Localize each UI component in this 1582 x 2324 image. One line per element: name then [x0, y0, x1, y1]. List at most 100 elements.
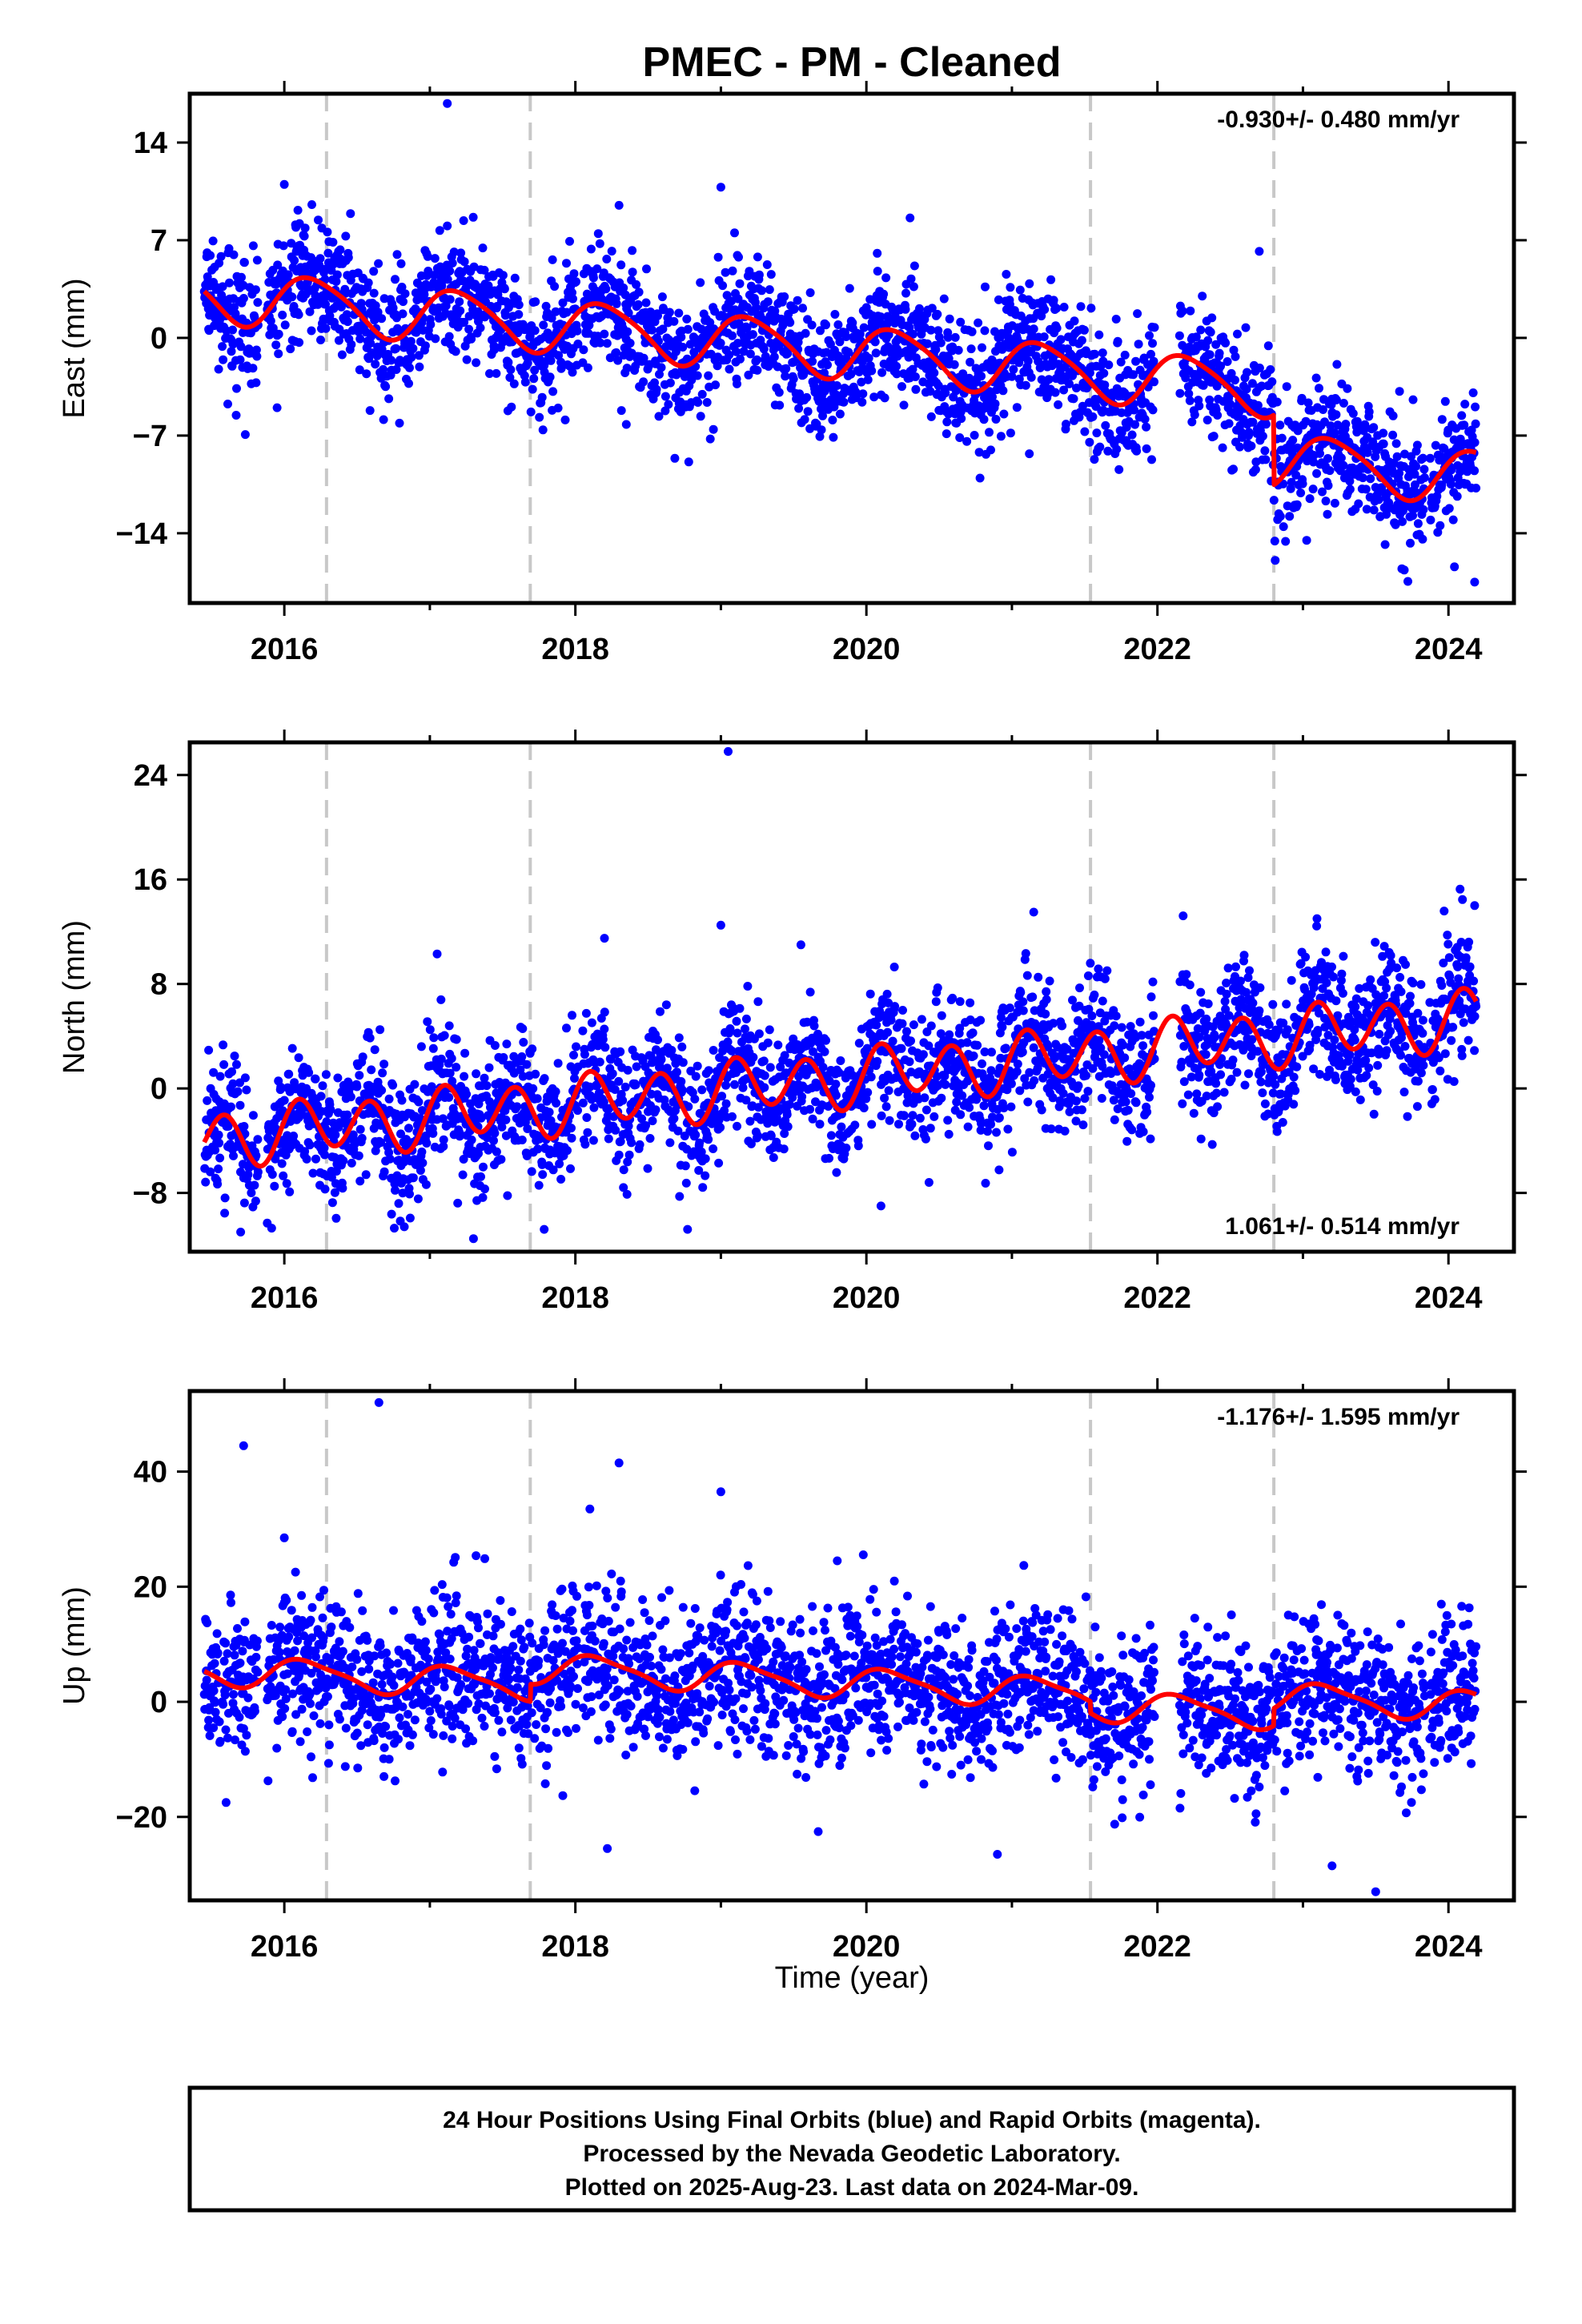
data-point	[1018, 997, 1028, 1007]
data-point	[341, 231, 351, 241]
data-point	[1086, 304, 1096, 313]
data-point	[361, 1170, 371, 1180]
data-point	[1207, 1140, 1217, 1149]
data-point	[674, 308, 684, 318]
data-point	[744, 370, 753, 380]
data-point	[601, 284, 611, 294]
data-point	[684, 457, 693, 467]
data-point	[391, 344, 400, 353]
data-point	[857, 377, 866, 387]
data-point	[635, 1140, 644, 1149]
data-point	[480, 1073, 489, 1083]
data-point	[1131, 1098, 1141, 1108]
data-point	[1266, 365, 1275, 374]
data-point	[973, 1040, 982, 1050]
data-point	[1016, 987, 1026, 997]
data-point	[742, 324, 752, 333]
data-point	[1006, 1102, 1016, 1112]
data-point	[1263, 341, 1273, 351]
data-point	[1046, 275, 1056, 284]
data-point	[773, 1040, 783, 1050]
data-point	[218, 342, 227, 352]
data-point	[661, 392, 670, 401]
data-point	[619, 283, 628, 292]
data-point	[347, 1158, 356, 1168]
data-point	[948, 993, 958, 1003]
data-point	[323, 248, 333, 258]
data-point	[527, 1167, 536, 1176]
data-point	[1195, 1070, 1204, 1080]
data-point	[698, 1183, 708, 1192]
data-point	[1094, 964, 1103, 974]
data-point	[906, 274, 916, 283]
data-point	[691, 1072, 701, 1081]
data-point	[1395, 387, 1404, 396]
data-point	[443, 99, 452, 108]
data-point	[469, 262, 479, 271]
data-point	[1391, 439, 1401, 448]
data-point	[683, 1224, 693, 1234]
data-point	[464, 324, 474, 334]
data-point	[1196, 325, 1206, 335]
data-point	[1203, 416, 1212, 424]
data-point	[239, 258, 249, 267]
data-point	[725, 350, 734, 360]
data-point	[1049, 296, 1058, 305]
data-point	[873, 248, 882, 258]
data-point	[528, 1084, 538, 1093]
data-point	[832, 1168, 841, 1177]
data-point	[990, 399, 1000, 408]
data-point	[247, 1188, 256, 1197]
rate-annotation: -0.930+/- 0.480 mm/yr	[1217, 107, 1460, 133]
data-point	[805, 288, 815, 297]
data-point	[498, 271, 508, 280]
data-point	[735, 1003, 745, 1013]
data-point	[693, 371, 702, 380]
data-point	[765, 1063, 775, 1072]
data-point	[627, 1138, 636, 1148]
data-point	[863, 375, 873, 384]
data-point	[1140, 414, 1150, 424]
data-point	[1177, 1057, 1186, 1067]
data-point	[429, 271, 439, 280]
data-point	[954, 345, 963, 355]
data-point	[204, 1045, 214, 1055]
data-point	[809, 1021, 819, 1031]
data-point	[440, 1031, 449, 1040]
data-point	[855, 329, 865, 339]
data-point	[898, 1006, 907, 1015]
data-point	[1005, 1003, 1014, 1013]
data-point	[780, 292, 789, 301]
data-point	[759, 1056, 769, 1066]
data-point	[650, 378, 659, 388]
data-point	[231, 309, 240, 319]
data-point	[504, 357, 513, 367]
data-point	[841, 332, 851, 341]
data-point	[449, 247, 459, 257]
data-point	[655, 369, 664, 379]
data-point	[327, 1198, 337, 1208]
data-point	[602, 339, 612, 348]
data-point	[1132, 446, 1142, 456]
data-point	[963, 1122, 973, 1132]
data-point	[320, 1184, 330, 1194]
data-point	[490, 1128, 500, 1138]
data-point	[1260, 446, 1270, 456]
data-point	[616, 406, 626, 416]
data-point	[420, 341, 430, 351]
data-point	[554, 351, 564, 360]
data-point	[381, 382, 391, 392]
data-point	[1471, 419, 1480, 428]
data-point	[496, 1155, 506, 1164]
data-point	[462, 355, 472, 364]
data-point	[704, 1066, 713, 1076]
data-point	[387, 1209, 396, 1219]
data-point	[1232, 1068, 1242, 1077]
data-point	[858, 389, 868, 399]
data-point	[1052, 304, 1062, 313]
data-point	[343, 317, 352, 327]
data-point	[1028, 992, 1038, 1002]
data-point	[665, 1138, 675, 1148]
data-point	[1288, 436, 1298, 445]
data-point	[802, 392, 812, 402]
